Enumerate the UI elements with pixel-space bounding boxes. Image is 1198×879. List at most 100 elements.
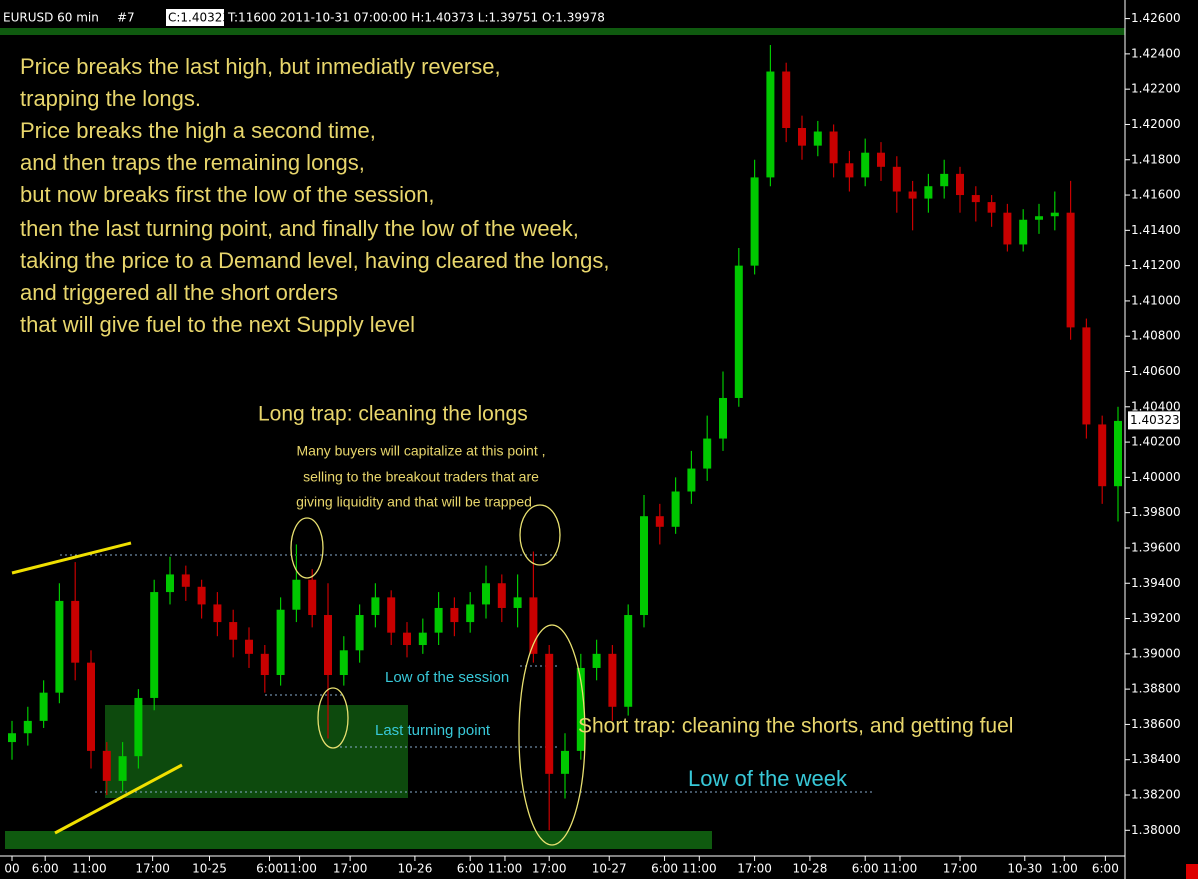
candle-body [87, 662, 95, 751]
x-tick-label: 6:00 [32, 862, 59, 876]
x-tick-label: 1:00 [1051, 862, 1078, 876]
demand-zone [105, 705, 408, 798]
y-tick-label: 1.38000 [1131, 823, 1181, 837]
trend-line [54, 763, 183, 835]
annotation: selling to the breakout traders that are [303, 469, 539, 485]
candles [8, 45, 1122, 831]
last-price-label: 1.40323 [1130, 413, 1180, 427]
y-tick-label: 1.41400 [1131, 223, 1181, 237]
symbol: EURUSD 60 min [3, 11, 99, 25]
supply-band [0, 27, 1125, 35]
candle-body [782, 71, 791, 128]
candle-body [671, 491, 680, 527]
y-tick-label: 1.38400 [1131, 752, 1181, 766]
x-tick-label: 11:00 [883, 862, 918, 876]
candle-body [813, 131, 822, 146]
candle-body [71, 600, 80, 663]
candle-body [592, 653, 601, 668]
candle-body [971, 195, 980, 203]
x-tick-label: 6:00 [651, 862, 678, 876]
close-value: C:1.40323 [168, 11, 230, 25]
ellipse [290, 517, 324, 579]
candle-body [118, 756, 127, 781]
candle-body [924, 186, 933, 199]
candle-body [213, 604, 222, 623]
demand-band [5, 831, 712, 849]
candle-body [1114, 420, 1122, 487]
annotation: Low of the session [385, 669, 509, 686]
ellipse [518, 624, 586, 846]
candle-body [1050, 212, 1059, 217]
y-tick-label: 1.41000 [1131, 293, 1181, 307]
x-tick-label: 17:00 [135, 862, 170, 876]
y-tick-label: 1.42400 [1131, 46, 1181, 60]
candle-body [197, 586, 206, 605]
annotation: giving liquidity and that will be trappe… [296, 494, 532, 510]
ellipse [519, 504, 561, 566]
candle-body [734, 265, 743, 398]
candle-body [529, 597, 538, 654]
candle-body [418, 632, 427, 646]
y-tick-label: 1.38200 [1131, 788, 1181, 802]
candle-body [308, 579, 317, 616]
candle-body [687, 468, 696, 492]
candle-body [245, 639, 253, 654]
ellipse [317, 687, 349, 749]
candle-body [624, 615, 633, 707]
y-tick-label: 1.42200 [1131, 82, 1181, 96]
candle-body [497, 583, 506, 608]
x-tick-label: 11:00 [488, 862, 523, 876]
candle-body [608, 653, 617, 707]
candle-body [39, 692, 48, 721]
candle-body [1019, 219, 1028, 245]
candle-body [260, 653, 269, 676]
x-tick-label: 10-26 [397, 862, 432, 876]
candle-body [861, 152, 870, 178]
candle-body [956, 173, 964, 196]
candle-body [655, 516, 664, 527]
candle-body [434, 607, 443, 633]
x-tick-label: 17:00 [333, 862, 368, 876]
candle-body [466, 604, 475, 623]
candle-body [339, 650, 348, 676]
candle-body [150, 592, 159, 698]
candle-body [877, 152, 885, 167]
candle-body [355, 615, 364, 651]
annotation: Last turning point [375, 722, 491, 739]
y-tick-label: 1.38600 [1131, 717, 1181, 731]
candle-body [181, 574, 190, 587]
x-tick-label: 10-27 [592, 862, 627, 876]
y-tick-label: 1.39200 [1131, 611, 1181, 625]
y-tick-label: 1.39400 [1131, 576, 1181, 590]
candle-body [829, 131, 838, 164]
y-tick-label: 1.40400 [1131, 399, 1181, 413]
x-tick-label: 00 [4, 862, 19, 876]
y-tick-label: 1.41600 [1131, 188, 1181, 202]
chart-id: #7 [117, 11, 135, 25]
candle-body [1098, 424, 1107, 487]
candle-body [450, 607, 459, 623]
x-tick-label: 6:00 [852, 862, 879, 876]
y-tick-label: 1.38800 [1131, 682, 1181, 696]
candle-body [719, 397, 727, 439]
annotation: Low of the week [688, 766, 848, 791]
candle-body [703, 438, 712, 469]
annotations: Price breaks the last high, but inmediat… [20, 54, 1013, 791]
candle-body [545, 653, 554, 774]
candle-body [766, 71, 775, 178]
candle-body [845, 163, 854, 178]
bar-info: T:11600 2011-10-31 07:00:00 H:1.40373 L:… [227, 11, 605, 25]
candle-body [55, 600, 64, 693]
x-tick-label: 11:00 [682, 862, 717, 876]
candle-body [403, 632, 411, 646]
trend-line [11, 541, 132, 575]
x-tick-label: 6:00 [256, 862, 283, 876]
y-tick-label: 1.42600 [1131, 11, 1181, 25]
candle-body [229, 622, 238, 640]
candle-body [166, 574, 174, 593]
candle-body [8, 733, 16, 743]
x-tick-label: 6:00 [1092, 862, 1119, 876]
candle-body [324, 615, 332, 676]
candle-body [576, 667, 585, 751]
